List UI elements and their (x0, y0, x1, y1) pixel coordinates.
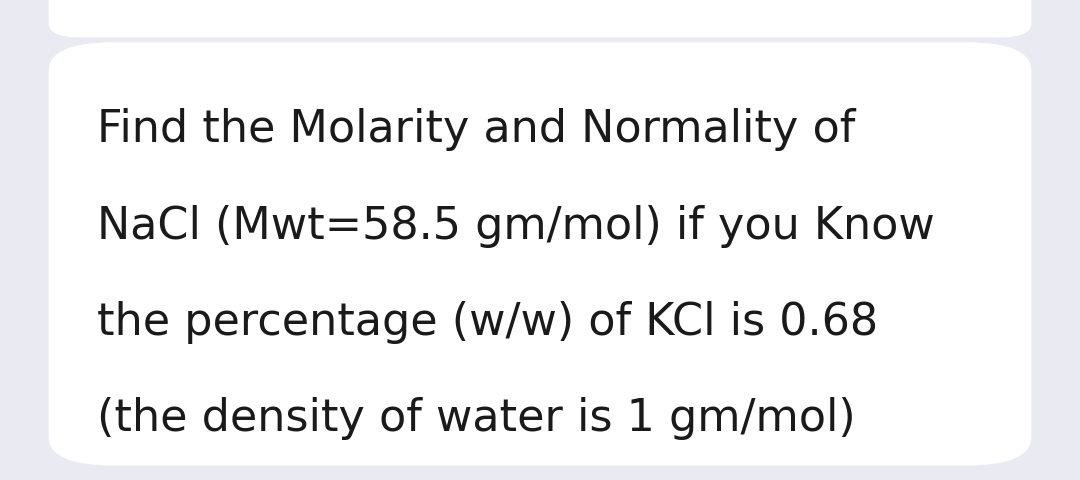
Text: the percentage (w/w) of KCl is 0.68: the percentage (w/w) of KCl is 0.68 (97, 300, 878, 343)
FancyBboxPatch shape (49, 43, 1031, 466)
Text: NaCl (Mwt=58.5 gm/mol) if you Know: NaCl (Mwt=58.5 gm/mol) if you Know (97, 204, 935, 247)
FancyBboxPatch shape (49, 0, 1031, 38)
Text: Find the Molarity and Normality of: Find the Molarity and Normality of (97, 108, 855, 151)
Text: (the density of water is 1 gm/mol): (the density of water is 1 gm/mol) (97, 396, 870, 439)
